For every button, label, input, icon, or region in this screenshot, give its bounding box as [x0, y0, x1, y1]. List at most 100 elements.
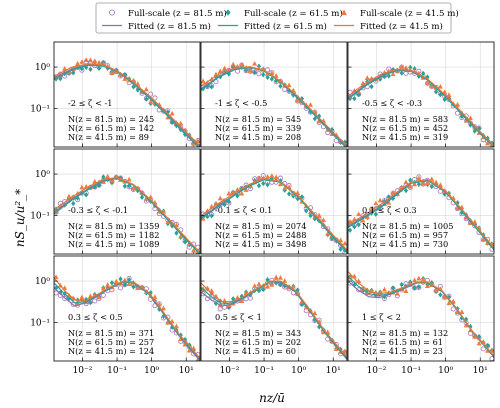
data-point	[252, 60, 258, 66]
data-point	[416, 284, 421, 290]
sample-count-label: N(z = 81.5 m) = 545	[215, 114, 301, 124]
data-point	[351, 88, 357, 93]
data-point	[277, 181, 283, 187]
data-point	[239, 298, 245, 304]
data-point	[459, 113, 464, 120]
panel-background	[54, 42, 200, 147]
data-point	[239, 61, 245, 67]
legend-item: Full-scale (z = 61.5 m)	[225, 8, 343, 19]
data-point	[420, 276, 426, 282]
fitted-curve	[54, 177, 200, 254]
panel-grid	[348, 149, 494, 254]
data-point	[342, 139, 347, 145]
y-tick-label: 10⁰	[35, 170, 50, 180]
data-point	[256, 175, 262, 181]
legend-label: Full-scale (z = 81.5 m)	[128, 8, 227, 19]
data-point	[412, 66, 417, 72]
data-point	[88, 66, 93, 72]
data-point	[412, 181, 418, 187]
data-point	[256, 71, 262, 77]
data-point	[148, 99, 154, 104]
data-point	[130, 185, 136, 191]
data-point	[356, 222, 361, 228]
data-point	[261, 71, 266, 78]
data-point	[424, 283, 430, 289]
data-point	[84, 192, 89, 198]
data-point	[122, 183, 127, 189]
data-point	[429, 176, 435, 182]
data-point	[122, 281, 127, 288]
data-point	[352, 224, 357, 230]
data-point	[269, 282, 275, 287]
panel-frame	[53, 255, 201, 362]
x-tick-label: 10⁻¹	[107, 366, 127, 376]
panel-frame	[200, 255, 348, 362]
data-point	[416, 181, 421, 187]
panel-background	[54, 256, 200, 361]
data-point	[226, 198, 231, 205]
sample-count-label: N(z = 61.5 m) = 142	[68, 123, 154, 133]
stability-range-label: 0.1 ≤ ζ < 0.3	[362, 205, 417, 215]
data-point	[394, 290, 400, 296]
data-point	[79, 59, 85, 64]
data-point	[455, 205, 461, 211]
data-point	[386, 199, 392, 205]
legend: Full-scale (z = 81.5 m) Full-scale (z = 6…	[95, 2, 459, 34]
data-point	[217, 68, 223, 74]
data-point	[126, 281, 132, 286]
sample-count-label: N(z = 81.5 m) = 1005	[362, 221, 453, 231]
data-point	[239, 190, 245, 196]
sample-count-label: N(z = 61.5 m) = 61	[362, 337, 443, 347]
data-point	[109, 180, 115, 186]
data-point	[113, 278, 119, 284]
legend-marker	[341, 9, 347, 16]
data-point	[308, 212, 313, 219]
data-point	[201, 78, 206, 84]
data-point	[174, 230, 179, 236]
data-point	[467, 115, 473, 120]
data-point	[437, 182, 443, 188]
data-point	[442, 96, 447, 103]
data-point	[122, 72, 127, 78]
sample-count-label: N(z = 81.5 m) = 2074	[215, 221, 306, 231]
data-point	[403, 288, 409, 294]
data-point	[438, 292, 443, 298]
fitted-curve	[201, 280, 347, 358]
data-point	[446, 92, 452, 97]
data-point	[348, 227, 353, 233]
sample-count-label: N(z = 81.5 m) = 583	[362, 114, 448, 124]
data-point	[131, 284, 136, 290]
data-point	[96, 182, 102, 188]
data-point	[152, 294, 158, 299]
data-point	[139, 194, 145, 200]
fitted-curve	[201, 179, 347, 253]
data-point	[269, 173, 275, 178]
data-point	[122, 76, 128, 81]
data-point	[79, 184, 85, 190]
data-point	[54, 285, 59, 291]
data-point	[282, 185, 288, 191]
data-point	[105, 282, 111, 287]
panel-plot-area	[54, 274, 200, 361]
data-point	[320, 217, 326, 223]
data-point	[338, 246, 343, 252]
legend-frame	[95, 2, 452, 34]
data-point	[54, 290, 59, 296]
legend-label: Fitted (z = 81.5 m)	[128, 21, 211, 32]
sample-count-label: N(z = 41.5 m) = 730	[362, 239, 448, 249]
panel-plot-area	[201, 274, 347, 360]
data-point	[485, 140, 491, 146]
data-point	[424, 180, 430, 186]
sample-count-label: N(z = 61.5 m) = 957	[362, 230, 448, 240]
data-point	[118, 285, 124, 291]
sample-count-label: N(z = 81.5 m) = 343	[215, 328, 301, 338]
x-tick-label: 10¹	[179, 366, 194, 376]
data-point	[455, 101, 461, 107]
data-point	[75, 195, 80, 201]
sample-count-label: N(z = 41.5 m) = 124	[68, 346, 154, 356]
data-point	[269, 76, 274, 82]
panel-frame	[53, 148, 201, 255]
